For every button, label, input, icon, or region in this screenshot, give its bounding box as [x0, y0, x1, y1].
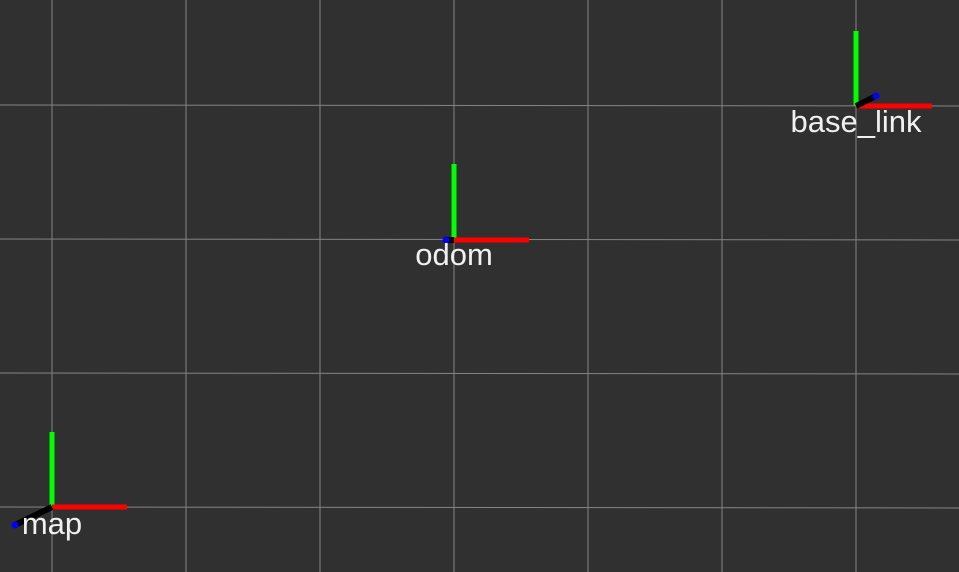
grid-line [0, 104, 959, 107]
tf-frame-base-link[interactable]: base_link [791, 31, 932, 139]
tf-frame-odom[interactable]: odom [415, 164, 529, 272]
map-z-axis-tip [11, 521, 19, 529]
frame-label-odom: odom [415, 237, 493, 272]
grid-line [0, 372, 959, 375]
frame-label-map: map [22, 506, 82, 541]
base-link-z-axis [854, 93, 878, 109]
base-link-z-axis-tip [872, 92, 880, 100]
frame-label-base-link: base_link [791, 104, 922, 139]
tf-frame-map[interactable]: map [11, 432, 128, 541]
map-z-axis [13, 504, 54, 528]
grid-line [0, 506, 959, 509]
odom-z-axis-tip [442, 236, 450, 244]
